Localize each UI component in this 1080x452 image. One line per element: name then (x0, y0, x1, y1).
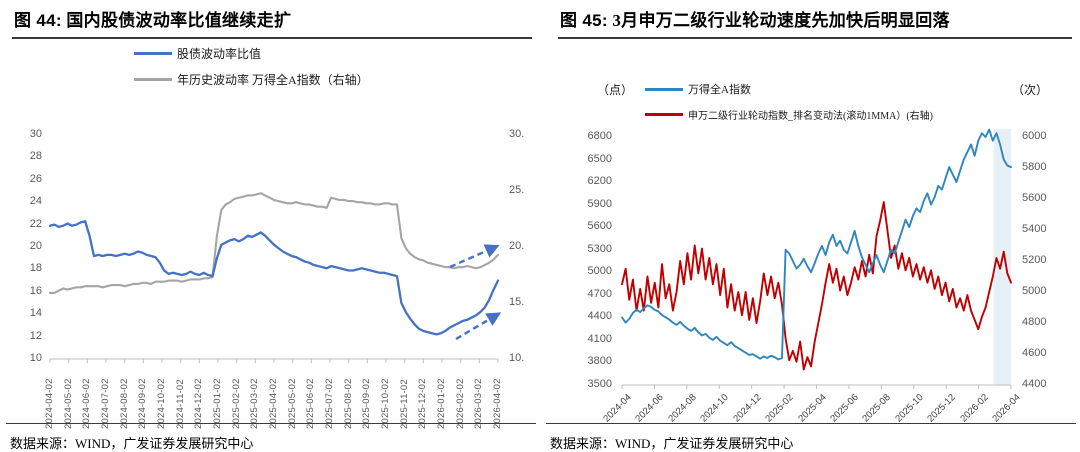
y-axis-tick-label: 26 (29, 172, 42, 185)
y-axis-tick-label: 30 (29, 128, 42, 140)
y-axis-right-tick-label: 15. (509, 296, 525, 308)
figure-44-plot (48, 192, 502, 363)
figure-45-chart: （点） （次） 万得全A指数 申万二级行业轮动指数_排名变动法(滚动1MMA）(… (552, 39, 1076, 424)
legend-item-gray: 年历史波动率 万得全A指数（右轴） (134, 71, 369, 88)
y-axis-right-tick-label: 5000 (1022, 285, 1047, 297)
figure-44-title-rule (12, 37, 532, 39)
legend-item-blue: 股债波动率比值 (134, 45, 369, 62)
figure-45-unit-right: （次） (1012, 83, 1049, 97)
y-axis-tick-label: 3800 (587, 355, 612, 368)
figure-44-panel: 图 44: 国内股债波动率比值继续走扩 股债波动率比值 年历史波动率 万得全A指… (0, 0, 540, 452)
y-axis-tick-label: 20 (29, 240, 42, 252)
legend-item-blue: 万得全A指数 (645, 81, 933, 97)
legend-swatch-line-icon (134, 52, 172, 55)
figure-44-footer: 数据来源：WIND，广发证券发展研究中心 (0, 422, 540, 452)
figure-44-title: 图 44: 国内股债波动率比值继续走扩 (6, 0, 536, 37)
y-axis-right-tick-label: 4800 (1022, 316, 1047, 328)
figure-44-title-text: 国内股债波动率比值继续走扩 (66, 11, 292, 30)
legend-item-red: 申万二级行业轮动指数_排名变动法(滚动1MMA）(右轴) (645, 107, 933, 122)
figure-45-panel: 图 45: 3月申万二级行业轮动速度先加快后明显回落 （点） （次） 万得全A指… (540, 0, 1080, 452)
y-axis-tick-label: 28 (29, 150, 42, 163)
y-axis-tick-label: 18 (29, 262, 42, 275)
y-axis-tick-label: 4700 (587, 287, 612, 300)
figure-44-source: 数据来源：WIND，广发证券发展研究中心 (10, 436, 254, 451)
figure-45-source: 数据来源：WIND，广发证券发展研究中心 (550, 436, 794, 451)
figure-45-title-rule (558, 37, 1072, 39)
figure-45-legend: 万得全A指数 申万二级行业轮动指数_排名变动法(滚动1MMA）(右轴) (645, 81, 933, 131)
y-axis-right-tick-label: 25. (509, 184, 525, 196)
y-axis-tick-label: 5600 (587, 220, 612, 233)
figure-44-legend: 股债波动率比值 年历史波动率 万得全A指数（右轴） (134, 45, 369, 97)
legend-label: 股债波动率比值 (177, 47, 262, 61)
footer-rule (6, 422, 536, 424)
figure-45-title: 图 45: 3月申万二级行业轮动速度先加快后明显回落 (552, 0, 1076, 37)
y-axis-tick-label: 5000 (587, 265, 612, 278)
figure-45-unit-left: （点） (597, 83, 634, 97)
figure-45-title-text: 3月申万二级行业轮动速度先加快后明显回落 (612, 11, 950, 30)
y-axis-right-tick-label: 5400 (1022, 223, 1047, 235)
y-axis-right-tick-label: 5800 (1022, 161, 1047, 173)
y-axis-right-tick-label: 20. (509, 240, 525, 252)
y-axis-right-tick-label: 4600 (1022, 347, 1047, 359)
legend-swatch-line-icon (134, 78, 172, 81)
y-axis-right-tick-label: 5600 (1022, 192, 1047, 204)
legend-label: 年历史波动率 万得全A指数（右轴） (177, 73, 369, 87)
y-axis-right-tick-label: 10. (509, 352, 525, 364)
y-axis-tick-label: 4400 (587, 310, 612, 323)
y-axis-right-tick-label: 30. (509, 128, 525, 140)
legend-swatch-line-icon (645, 87, 683, 91)
figure-45-number: 图 45: (560, 11, 608, 30)
y-axis-right-tick-label: 6000 (1022, 130, 1047, 142)
y-axis-tick-label: 5900 (587, 197, 612, 210)
legend-label: 万得全A指数 (688, 84, 751, 96)
y-axis-tick-label: 10 (29, 352, 42, 364)
footer-rule (546, 422, 1076, 424)
figure-45-plot (621, 128, 1012, 389)
y-axis-tick-label: 6500 (587, 152, 612, 165)
y-axis-tick-label: 14 (29, 307, 42, 320)
y-axis-tick-label: 4100 (587, 332, 612, 345)
y-axis-right-tick-label: 5200 (1022, 254, 1047, 266)
y-axis-tick-label: 24 (29, 195, 42, 208)
legend-label: 申万二级行业轮动指数_排名变动法(滚动1MMA）(右轴) (688, 111, 933, 122)
y-axis-tick-label: 12 (29, 329, 42, 342)
figure-45-footer: 数据来源：WIND，广发证券发展研究中心 (540, 422, 1080, 452)
figure-44-chart: 股债波动率比值 年历史波动率 万得全A指数（右轴） 10 12 14 16 18 20 22… (6, 39, 536, 429)
y-axis-right-tick-label: 4400 (1022, 378, 1047, 390)
legend-swatch-line-icon (645, 113, 683, 116)
y-axis-tick-label: 6200 (587, 175, 612, 188)
figure-44-number: 图 44: (14, 11, 62, 30)
y-axis-tick-label: 16 (29, 284, 42, 297)
y-axis-tick-label: 22 (29, 217, 42, 230)
y-axis-tick-label: 6800 (587, 130, 612, 142)
y-axis-tick-label: 3500 (587, 378, 612, 390)
y-axis-tick-label: 5300 (587, 242, 612, 255)
